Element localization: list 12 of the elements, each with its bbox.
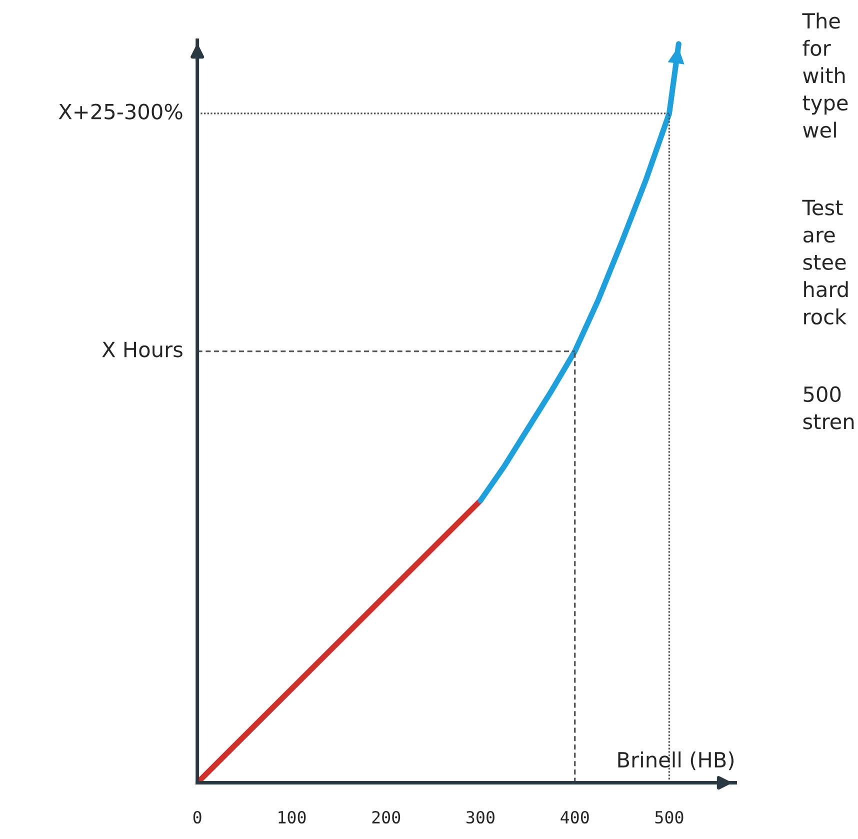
x-tick-label: 100 [278,810,306,824]
x-tick-label: 500 [655,810,684,824]
text: Test are stee hard rock [802,200,848,325]
ref-line-label: X+25-300% [58,104,182,120]
x-tick-label: 400 [560,810,589,824]
x-tick-label: 200 [372,810,400,824]
x-tick-label: 0 [193,810,202,824]
x-tick-label: 300 [466,810,494,824]
text: 500 stren [803,386,854,430]
ref-line-label: X Hours [102,342,182,358]
x-axis-title: Brinell (HB) [618,751,734,770]
text: The for with type wel [802,12,848,138]
